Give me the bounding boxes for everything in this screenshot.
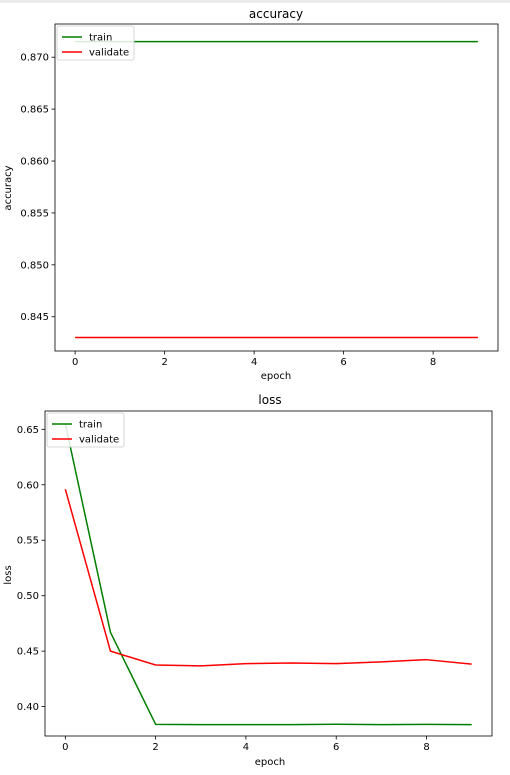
x-tick-label: 2: [152, 742, 158, 753]
y-tick-label: 0.855: [20, 208, 49, 219]
y-tick-label: 0.860: [20, 157, 49, 168]
loss-chart: loss loss epoch 0 2 4 6 8 0.40 0.45 0.50 0.55 0.6…: [3, 393, 493, 768]
x-tick-label: 4: [251, 357, 257, 368]
y-tick-label: 0.40: [17, 702, 39, 713]
y-axis-label: loss: [3, 565, 14, 584]
y-tick-label: 0.850: [20, 260, 49, 271]
chart-title: accuracy: [249, 7, 303, 21]
chart-title: loss: [258, 393, 281, 407]
accuracy-plot-area: 0 2 4 6 8 0.845 0.850 0.855 0.860 0.865 0.870 train…: [20, 23, 499, 368]
x-tick-label: 8: [423, 742, 429, 753]
plot-frame: [54, 23, 499, 352]
y-tick-label: 0.865: [20, 105, 49, 116]
x-axis-label: epoch: [255, 757, 285, 768]
series-line-train: [64, 423, 472, 726]
x-tick-label: 0: [62, 742, 68, 753]
series-line-validate: [64, 488, 472, 667]
x-tick-label: 8: [430, 357, 436, 368]
x-axis-label: epoch: [261, 371, 291, 382]
legend-label-train: train: [89, 33, 112, 44]
legend-label-train: train: [79, 420, 102, 431]
loss-plot-area: 0 2 4 6 8 0.40 0.45 0.50 0.55 0.60 0.65 train valida…: [17, 410, 493, 753]
y-tick-label: 0.65: [17, 425, 39, 436]
y-tick-label: 0.55: [17, 536, 39, 547]
accuracy-chart: accuracy accuracy epoch 0 2 4 6 80.8450.8500…: [3, 7, 499, 382]
x-tick-label: 0: [72, 357, 78, 368]
legend-label-validate: validate: [79, 435, 119, 446]
y-tick-label: 0.60: [17, 480, 39, 491]
x-tick-label: 4: [243, 742, 249, 753]
y-tick-label: 0.870: [20, 53, 49, 64]
y-tick-label: 0.50: [17, 591, 39, 602]
y-tick-label: 0.845: [20, 312, 49, 323]
page-top-bar: [0, 0, 510, 3]
x-tick-label: 2: [161, 357, 167, 368]
y-tick-label: 0.45: [17, 647, 39, 658]
y-axis-label: accuracy: [3, 165, 14, 210]
plot-frame: [44, 410, 493, 737]
x-tick-label: 6: [340, 357, 346, 368]
legend-label-validate: validate: [89, 48, 129, 59]
x-tick-label: 6: [333, 742, 339, 753]
